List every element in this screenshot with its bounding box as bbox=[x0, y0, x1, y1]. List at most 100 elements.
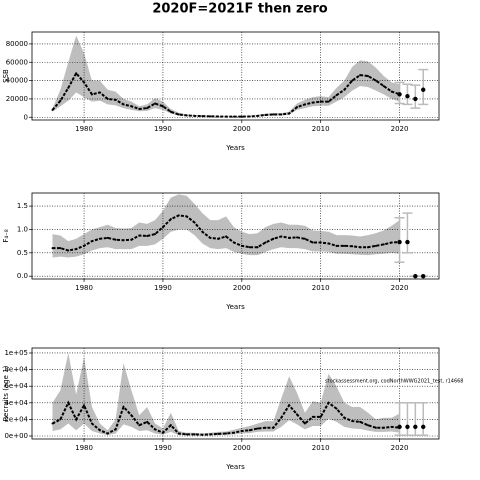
estimate-point bbox=[296, 236, 299, 239]
estimate-point bbox=[59, 418, 62, 421]
confidence-band bbox=[52, 35, 400, 117]
estimate-point bbox=[67, 249, 70, 252]
estimate-point bbox=[114, 98, 117, 101]
x-axis-label: Years bbox=[225, 463, 245, 471]
estimate-point bbox=[51, 422, 54, 425]
estimate-point bbox=[67, 86, 70, 89]
estimate-point bbox=[83, 404, 86, 407]
estimate-point bbox=[232, 431, 235, 434]
estimate-point bbox=[209, 115, 212, 118]
estimate-point bbox=[264, 113, 267, 116]
y-tick-label: 0.5 bbox=[17, 249, 28, 257]
forecast-point bbox=[413, 96, 418, 102]
confidence-band bbox=[52, 194, 400, 258]
estimate-point bbox=[319, 415, 322, 418]
estimate-point bbox=[106, 236, 109, 239]
estimate-point bbox=[351, 420, 354, 423]
estimate-point bbox=[359, 246, 362, 249]
x-tick-label: 2020 bbox=[391, 125, 409, 133]
estimate-point bbox=[272, 113, 275, 116]
estimate-point bbox=[114, 428, 117, 431]
estimate-point bbox=[240, 115, 243, 118]
estimate-line bbox=[52, 400, 400, 436]
estimate-point bbox=[130, 238, 133, 241]
forecast-point bbox=[413, 273, 418, 279]
estimate-point bbox=[351, 79, 354, 82]
estimate-point bbox=[327, 401, 330, 404]
estimate-point bbox=[327, 100, 330, 103]
forecast-point bbox=[421, 273, 426, 279]
estimate-point bbox=[272, 237, 275, 240]
estimate-point bbox=[146, 420, 149, 423]
plot-frame bbox=[31, 347, 440, 440]
estimate-point bbox=[264, 426, 267, 429]
panel: 1980 1990 2000 2010 2020 0 20000 40000 60000 8000… bbox=[2, 31, 440, 152]
estimate-point bbox=[193, 221, 196, 224]
estimate-point bbox=[59, 99, 62, 102]
estimate-point bbox=[154, 233, 157, 236]
estimate-point bbox=[114, 238, 117, 241]
estimate-point bbox=[138, 108, 141, 110]
estimate-point bbox=[201, 230, 204, 233]
y-tick-label: 2e+04 bbox=[4, 415, 28, 423]
estimate-point bbox=[209, 433, 212, 436]
estimate-point bbox=[374, 426, 377, 429]
estimate-point bbox=[177, 214, 180, 217]
estimate-point bbox=[367, 424, 370, 427]
annotation: stockassessment.org, codNorthWWG2021_tes… bbox=[325, 379, 463, 385]
estimate-point bbox=[367, 75, 370, 77]
y-tick-label: 1e+05 bbox=[4, 349, 28, 357]
estimate-point bbox=[343, 244, 346, 247]
y-tick-label: 60000 bbox=[6, 58, 28, 66]
estimate-point bbox=[225, 235, 228, 238]
estimate-point bbox=[75, 72, 78, 75]
estimate-point bbox=[225, 115, 228, 118]
estimate-point bbox=[280, 113, 283, 116]
estimate-point bbox=[90, 422, 93, 425]
x-tick-label: 2010 bbox=[312, 444, 330, 452]
y-tick-label: 1.0 bbox=[17, 225, 28, 233]
estimate-point bbox=[75, 248, 78, 251]
y-tick-label: 0.0 bbox=[17, 272, 28, 280]
estimate-point bbox=[185, 433, 188, 436]
estimate-point bbox=[382, 243, 385, 246]
estimate-point bbox=[343, 416, 346, 419]
estimate-point bbox=[98, 91, 101, 94]
estimate-point bbox=[359, 74, 362, 77]
estimate-point bbox=[169, 424, 172, 427]
estimate-point bbox=[374, 79, 377, 82]
estimate-point bbox=[122, 239, 125, 242]
estimate-point bbox=[225, 432, 228, 435]
panel: 1980 1990 2000 2010 2020 0e+00 2e+04 4e+04 6e+04… bbox=[2, 347, 463, 471]
y-tick-label: 20000 bbox=[6, 95, 28, 103]
estimate-point bbox=[177, 113, 180, 116]
estimate-point bbox=[161, 226, 164, 229]
x-axis-label: Years bbox=[225, 144, 245, 152]
estimate-point bbox=[382, 85, 385, 88]
estimate-point bbox=[382, 426, 385, 429]
x-tick-label: 2020 bbox=[391, 444, 409, 452]
estimate-point bbox=[90, 240, 93, 243]
x-tick-label: 2000 bbox=[233, 125, 251, 133]
estimate-point bbox=[248, 246, 251, 249]
panel: 1980 1990 2000 2010 2020 0.0 0.5 1.0 1.5 Years F₄₋… bbox=[2, 192, 440, 311]
forecast-point bbox=[421, 424, 426, 430]
estimate-point bbox=[217, 432, 220, 435]
estimate-point bbox=[256, 246, 259, 249]
estimate-point bbox=[146, 107, 149, 110]
forecast-point bbox=[397, 239, 402, 245]
estimate-point bbox=[83, 244, 86, 247]
estimate-point bbox=[51, 108, 54, 111]
estimate-point bbox=[232, 241, 235, 244]
estimate-point bbox=[288, 404, 291, 407]
y-tick-label: 40000 bbox=[6, 77, 28, 85]
estimate-point bbox=[335, 407, 338, 410]
estimate-point bbox=[106, 97, 109, 100]
estimate-point bbox=[296, 106, 299, 109]
estimate-point bbox=[106, 432, 109, 435]
y-tick-label: 4e+04 bbox=[4, 399, 28, 407]
estimate-point bbox=[217, 237, 220, 240]
x-tick-label: 1990 bbox=[154, 284, 172, 292]
estimate-point bbox=[374, 244, 377, 247]
